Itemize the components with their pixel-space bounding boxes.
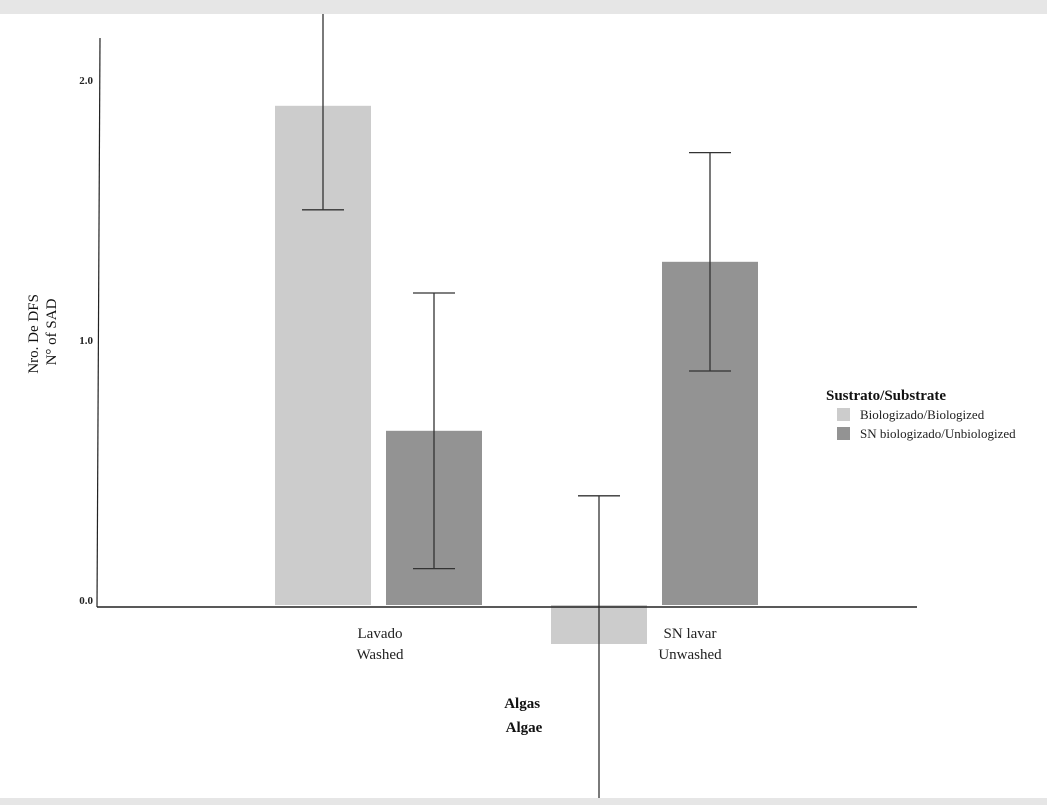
error-bar-unwashed-unbiologized [689, 151, 731, 372]
legend-label-unbiologized: SN biologizado/Unbiologized [860, 426, 1016, 441]
chart-frame: 0.0 1.0 2.0 Lavado Washed SN lavar Unwashed N… [0, 14, 1047, 798]
legend-label-biologized: Biologizado/Biologized [860, 407, 985, 422]
y-axis-line [96, 37, 101, 608]
x-axis-title-line-1: Algas [504, 696, 540, 712]
x-category-label-line: SN lavar [664, 626, 717, 642]
x-axis-title-line-2: Algae [506, 720, 543, 736]
y-tick-label: 0.0 [79, 595, 93, 607]
bars-layer [275, 105, 758, 644]
error-bar-unwashed-biologized [578, 495, 620, 798]
x-axis-title: Algas Algae [504, 696, 544, 736]
legend-swatch-biologized [837, 408, 850, 421]
y-axis-title: Nro. De DFS N° of SAD [26, 290, 60, 373]
legend-swatch-unbiologized [837, 427, 850, 440]
bar-chart: 0.0 1.0 2.0 Lavado Washed SN lavar Unwashed N… [26, 14, 1016, 798]
error-bars-layer [302, 14, 731, 798]
error-bar-washed-unbiologized [413, 292, 455, 570]
legend-title: Sustrato/Substrate [826, 388, 946, 404]
y-tick-label: 1.0 [79, 335, 93, 347]
x-category-label-unwashed: SN lavar Unwashed [658, 626, 722, 663]
x-category-label-washed: Lavado Washed [356, 626, 404, 663]
y-tick-label: 2.0 [79, 75, 93, 87]
x-category-label-line: Washed [356, 647, 404, 663]
x-category-labels: Lavado Washed SN lavar Unwashed [356, 626, 722, 663]
x-category-label-line: Lavado [358, 626, 403, 642]
legend: Sustrato/Substrate Biologizado/Biologize… [826, 388, 1016, 441]
y-axis-title-line-1: Nro. De DFS [26, 294, 42, 374]
y-ticks: 0.0 1.0 2.0 [79, 75, 93, 607]
error-bar-washed-biologized [302, 14, 344, 211]
x-category-label-line: Unwashed [658, 647, 722, 663]
y-axis-title-line-2: N° of SAD [44, 298, 60, 365]
